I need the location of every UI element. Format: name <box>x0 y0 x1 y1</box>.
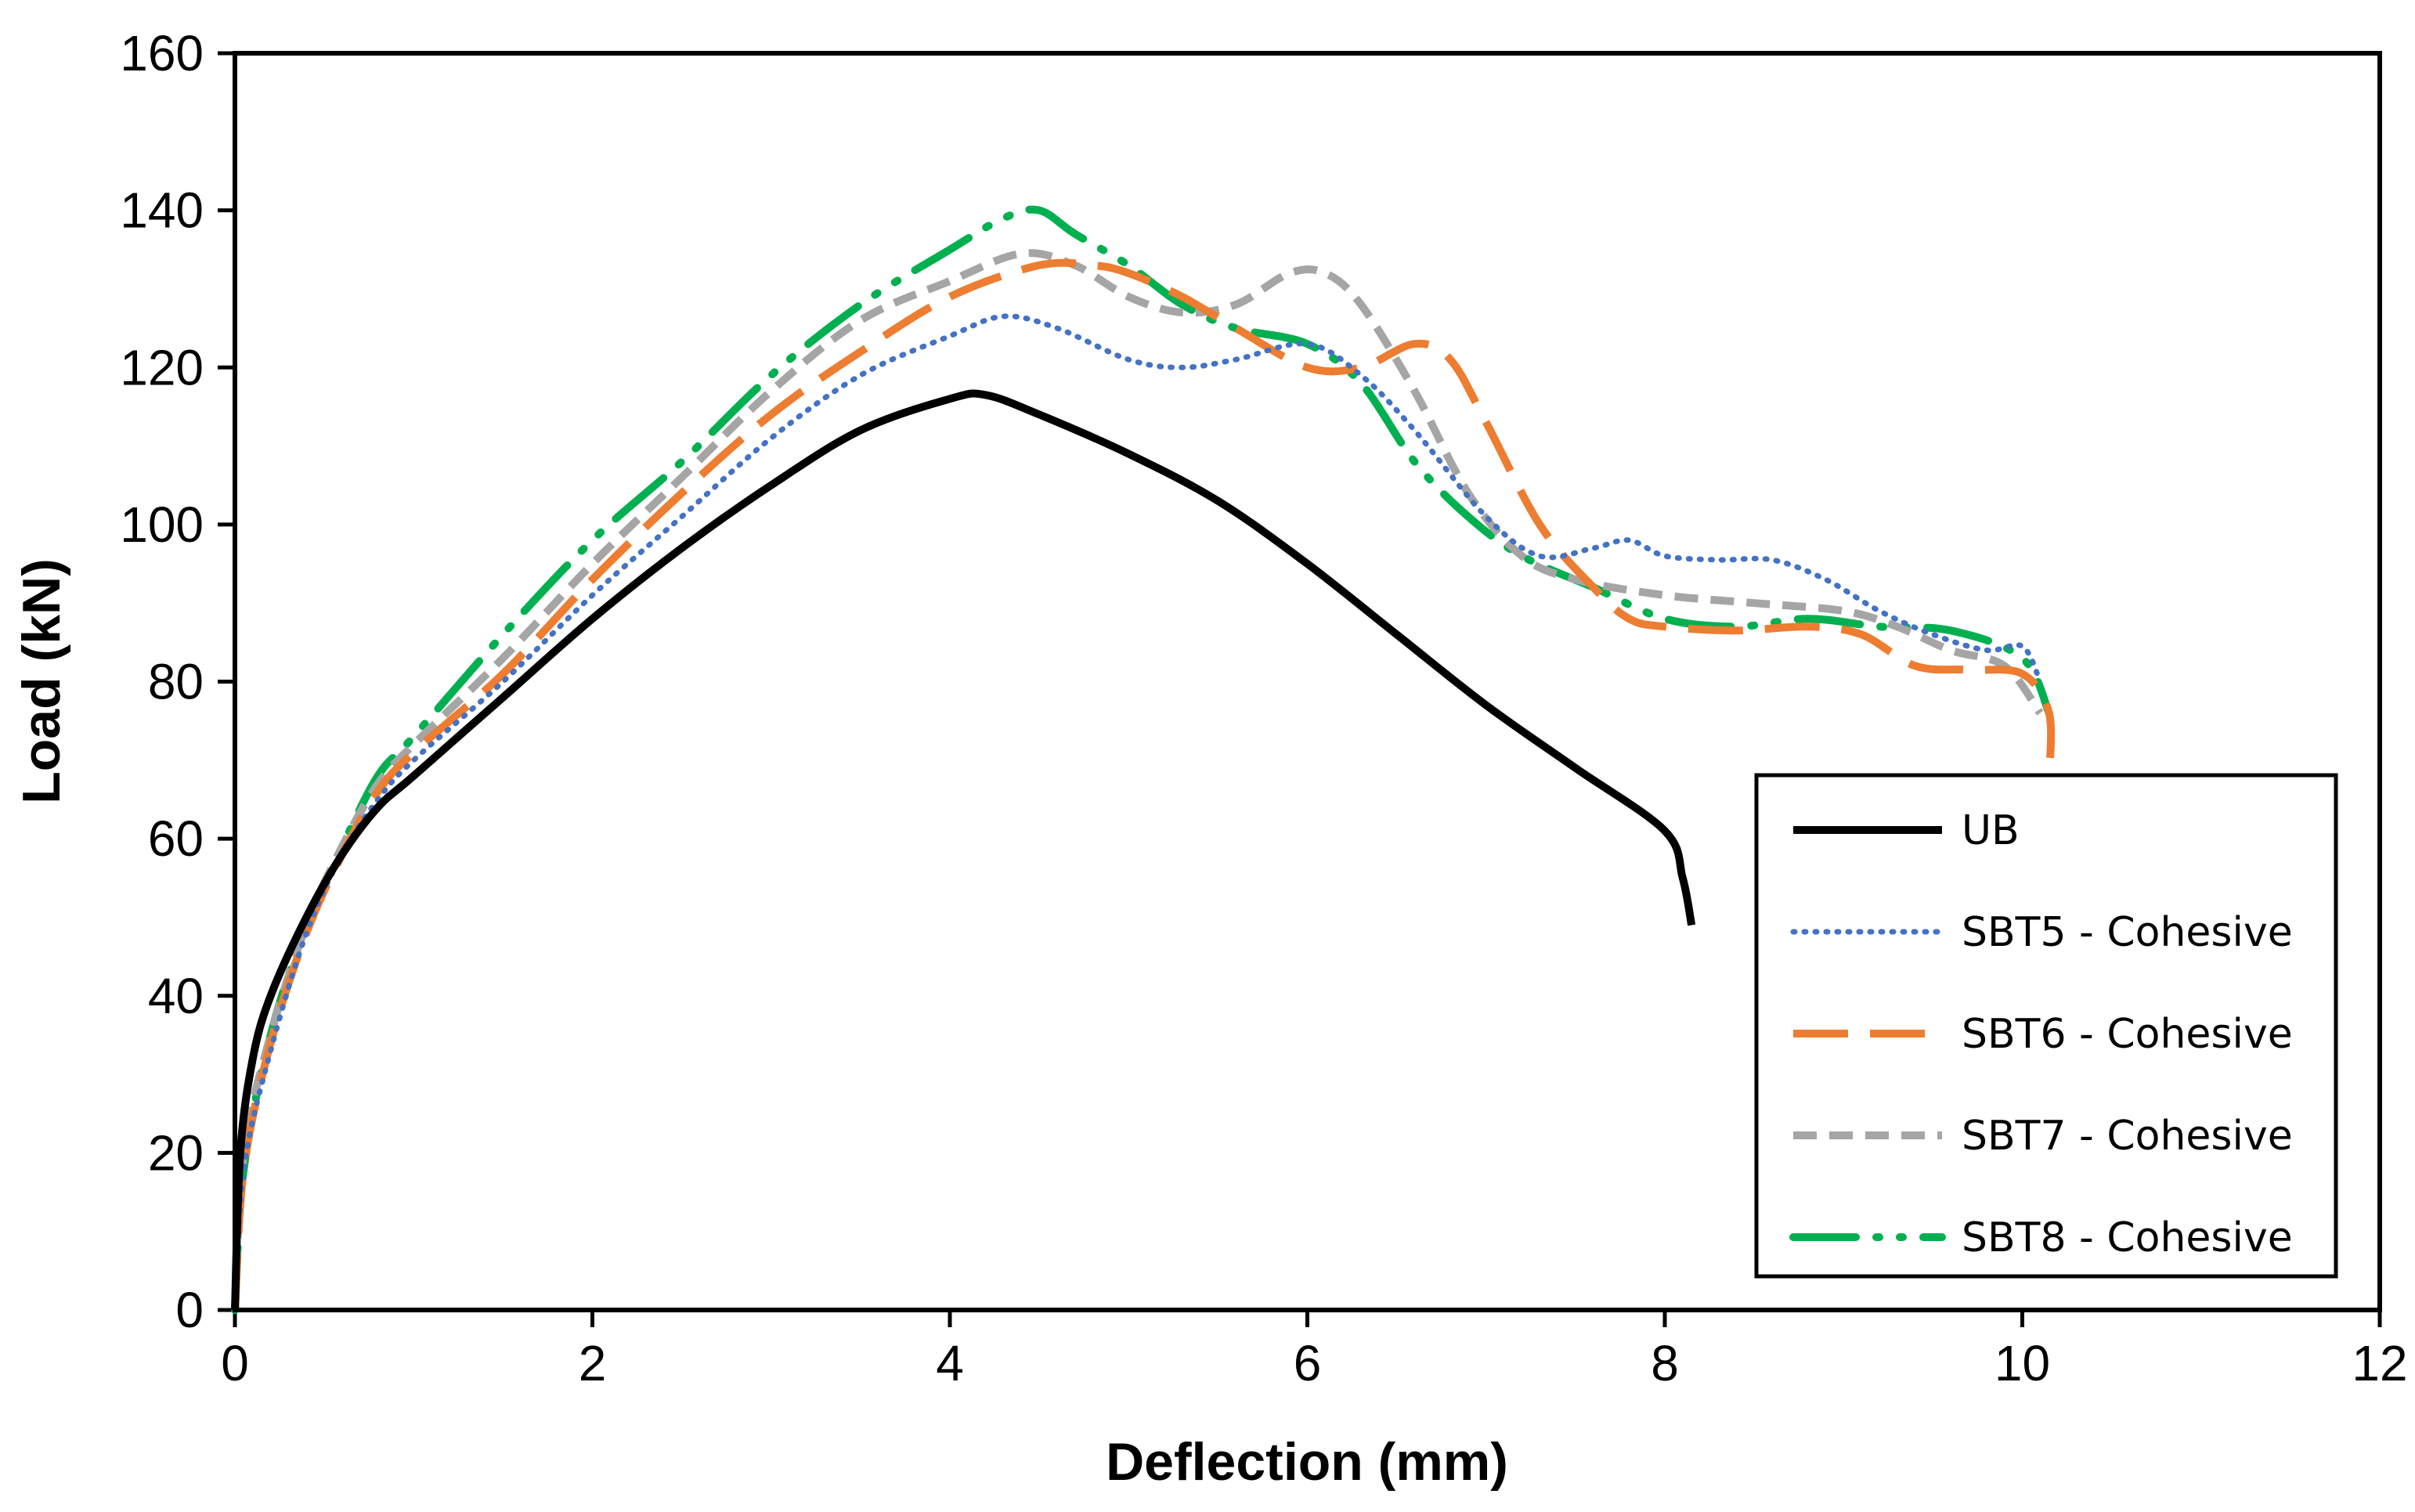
x-tick-label: 2 <box>579 1335 607 1391</box>
legend-box <box>1754 773 2338 1279</box>
x-tick-label: 4 <box>936 1335 964 1391</box>
y-axis: 0 20 40 60 80 100 120 140 160 <box>120 25 235 1338</box>
series-line-sbt6-cohesive <box>231 258 2056 1311</box>
series-line-ub <box>231 389 1696 1311</box>
x-tick-label: 0 <box>221 1335 249 1391</box>
series-line-sbt7-cohesive <box>231 249 2044 1311</box>
y-tick-label: 140 <box>120 182 204 239</box>
y-tick-label: 160 <box>120 25 204 81</box>
y-tick-label: 120 <box>120 339 204 395</box>
x-axis: 0 2 4 6 8 10 12 <box>221 1310 2408 1391</box>
y-tick-label: 20 <box>148 1124 204 1181</box>
x-axis-title: Deflection (mm) <box>1106 1432 1508 1492</box>
legend-label: SBT5 - Cohesive <box>1962 909 2293 956</box>
legend-label: UB <box>1962 807 2020 854</box>
y-tick-label: 0 <box>175 1282 204 1338</box>
legend-label: SBT6 - Cohesive <box>1962 1011 2293 1058</box>
legend-label: SBT7 - Cohesive <box>1962 1113 2293 1160</box>
legend-label: SBT8 - Cohesive <box>1962 1214 2293 1261</box>
plot-area-border <box>233 51 2382 1312</box>
legend: UB SBT5 - Cohesive SBT6 - Cohesive SBT7 - C… <box>1754 773 2338 1279</box>
y-tick-label: 80 <box>148 654 204 710</box>
x-tick-label: 12 <box>2352 1335 2407 1391</box>
y-tick-label: 60 <box>148 810 204 867</box>
x-tick-label: 8 <box>1651 1335 1679 1391</box>
plot-series <box>231 205 2056 1314</box>
x-tick-label: 10 <box>1994 1335 2050 1391</box>
y-tick-label: 100 <box>120 496 204 553</box>
y-axis-title: Load (kN) <box>12 558 71 804</box>
x-tick-label: 6 <box>1294 1335 1322 1391</box>
series-line-sbt5-cohesive <box>232 313 2043 1313</box>
y-tick-label: 40 <box>148 968 204 1024</box>
